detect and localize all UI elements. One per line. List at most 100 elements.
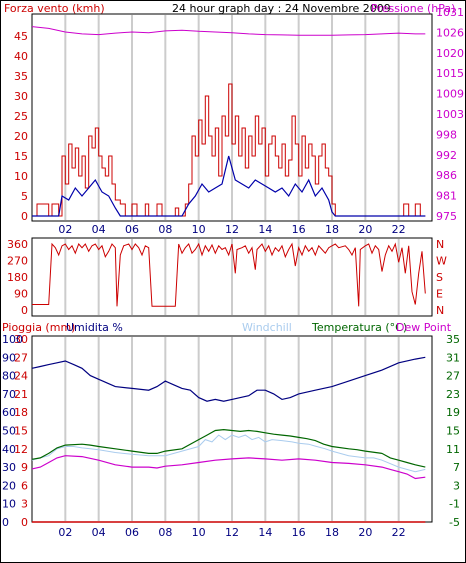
- legend-windchill: Windchill: [242, 321, 292, 334]
- temperature-tick-label: 31: [446, 351, 460, 364]
- time-tick-label: 16: [292, 223, 306, 236]
- time-tick-label: 16: [292, 526, 306, 539]
- wind-tick-label: 5: [21, 190, 28, 203]
- pressure-tick-label: 1009: [436, 88, 464, 101]
- rain-tick-label: 6: [21, 479, 28, 492]
- pressure-tick-label: 1031: [436, 6, 464, 19]
- temperature-tick-label: -1: [449, 498, 460, 511]
- time-tick-label: 14: [258, 223, 272, 236]
- direction-series: [32, 242, 426, 307]
- windchill-series: [31, 434, 426, 473]
- temperature-series: [31, 428, 426, 468]
- legend-rain: Pioggia (mm): [2, 321, 75, 334]
- rain-tick-label: 9: [21, 461, 28, 474]
- humidity-series: [31, 356, 426, 402]
- wind-axis-title: Forza vento (kmh): [4, 2, 105, 15]
- temperature-axis: -5 -1 3 7 11 15 19 23 27 31 35: [446, 333, 460, 529]
- rain-tick-label: 18: [14, 406, 28, 419]
- rain-tick-label: 27: [14, 351, 28, 364]
- humidity-tick-label: 80: [2, 370, 16, 383]
- time-tick-label: 06: [125, 223, 139, 236]
- wind-tick-label: 10: [14, 170, 28, 183]
- humidity-tick-label: 70: [2, 388, 16, 401]
- time-tick-label: 08: [158, 526, 172, 539]
- humidity-tick-label: 40: [2, 443, 16, 456]
- time-tick-label: 14: [258, 526, 272, 539]
- rain-tick-label: 30: [14, 333, 28, 346]
- humidity-tick-label: 60: [2, 406, 16, 419]
- wind-pressure-series: [31, 26, 426, 217]
- time-tick-label: 18: [325, 223, 339, 236]
- pressure-tick-label: 1015: [436, 67, 464, 80]
- humidity-tick-label: 30: [2, 461, 16, 474]
- temperature-time-axis: 02 04 06 08 10 12 14 16 18 20 22: [58, 526, 405, 539]
- wind-speed-axis: 0 5 10 15 20 25 30 35 40 45: [14, 30, 28, 223]
- compass-tick-label: E: [436, 288, 443, 301]
- time-tick-label: 04: [92, 526, 106, 539]
- pressure-axis: 975 981 986 992 998 1003 1009 1015 1020 1026 1031: [436, 6, 464, 223]
- legend-dew-point: Dew Point: [396, 321, 452, 334]
- rain-tick-label: 3: [21, 498, 28, 511]
- pressure-tick-label: 981: [436, 190, 457, 203]
- pressure-series: [31, 26, 426, 36]
- pressure-tick-label: 975: [436, 210, 457, 223]
- temperature-humidity-series: [31, 356, 426, 523]
- wind-tick-label: 0: [21, 210, 28, 223]
- compass-tick-label: N: [436, 238, 444, 251]
- legend-humidity: Umidita %: [66, 321, 123, 334]
- temperature-humidity-panel: Pioggia (mm) Umidita % Windchill Tempera…: [2, 321, 460, 539]
- dew-point-series: [31, 455, 426, 480]
- humidity-tick-label: 0: [2, 516, 9, 529]
- rain-tick-label: 12: [14, 443, 28, 456]
- temperature-tick-label: 35: [446, 333, 460, 346]
- wind-pressure-grid: [64, 15, 400, 220]
- rain-tick-label: 15: [14, 425, 28, 438]
- wind-tick-label: 45: [14, 30, 28, 43]
- pressure-tick-label: 998: [436, 128, 457, 141]
- compass-tick-label: N: [436, 304, 444, 317]
- direction-tick-label: 90: [14, 288, 28, 301]
- temperature-tick-label: 23: [446, 388, 460, 401]
- direction-tick-label: 270: [7, 255, 28, 268]
- temperature-tick-label: 15: [446, 425, 460, 438]
- wind-tick-label: 35: [14, 70, 28, 83]
- time-tick-label: 12: [225, 526, 239, 539]
- wind-time-axis: 02 04 06 08 10 12 14 16 18 20 22: [58, 223, 405, 236]
- temperature-tick-label: 19: [446, 406, 460, 419]
- time-tick-label: 02: [58, 223, 72, 236]
- pressure-axis-title: Pressione (hPa): [371, 2, 455, 15]
- temperature-tick-label: -5: [449, 516, 460, 529]
- wind-direction-grid: [64, 239, 400, 315]
- avg-wind-series: [32, 155, 426, 217]
- temperature-tick-label: 27: [446, 370, 460, 383]
- pressure-tick-label: 1020: [436, 47, 464, 60]
- time-tick-label: 20: [358, 526, 372, 539]
- humidity-tick-label: 20: [2, 479, 16, 492]
- time-tick-label: 02: [58, 526, 72, 539]
- gust-series: [32, 83, 426, 217]
- temperature-tick-label: 11: [446, 443, 460, 456]
- wind-tick-label: 25: [14, 110, 28, 123]
- time-tick-label: 20: [358, 223, 372, 236]
- pressure-tick-label: 986: [436, 169, 457, 182]
- time-tick-label: 06: [125, 526, 139, 539]
- wind-tick-label: 15: [14, 150, 28, 163]
- humidity-tick-label: 90: [2, 351, 16, 364]
- wind-tick-label: 20: [14, 130, 28, 143]
- wind-tick-label: 40: [14, 50, 28, 63]
- legend-temperature: Temperatura (°C): [311, 321, 407, 334]
- time-tick-label: 08: [158, 223, 172, 236]
- wind-tick-label: 30: [14, 90, 28, 103]
- compass-tick-label: S: [436, 271, 443, 284]
- direction-tick-label: 180: [7, 271, 28, 284]
- time-tick-label: 18: [325, 526, 339, 539]
- rain-tick-label: 21: [14, 388, 28, 401]
- time-tick-label: 04: [92, 223, 106, 236]
- pressure-tick-label: 992: [436, 149, 457, 162]
- humidity-tick-label: 50: [2, 425, 16, 438]
- time-tick-label: 10: [192, 223, 206, 236]
